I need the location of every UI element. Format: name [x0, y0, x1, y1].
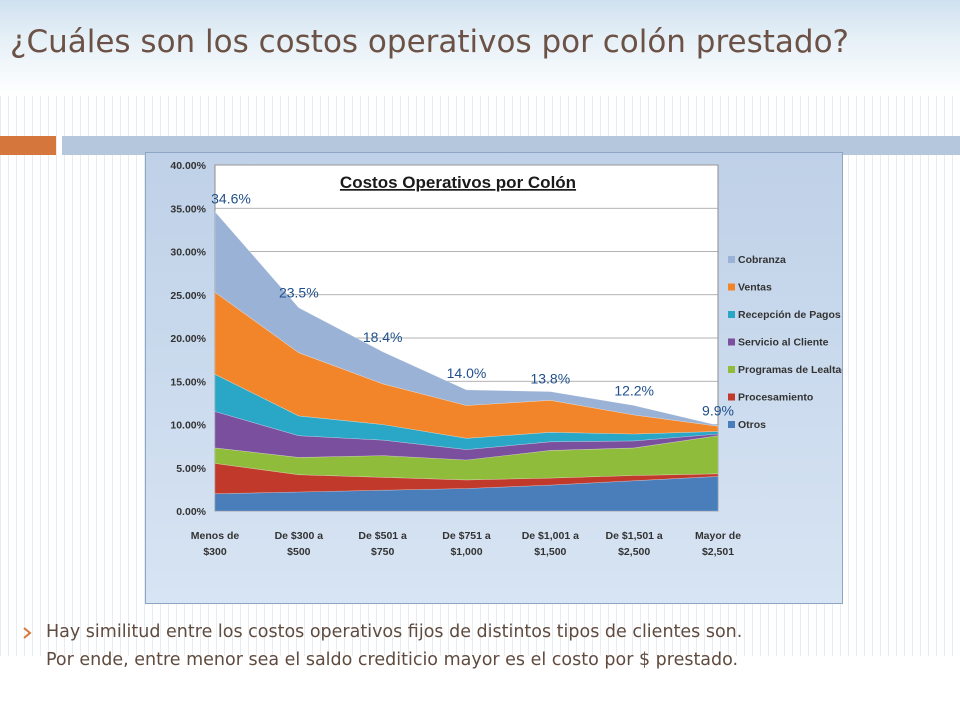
y-axis-tick-labels: 0.00% 5.00% 10.00% 15.00% 20.00% 25.00% 30.00%…: [170, 160, 206, 518]
bullet-point: Hay similitud entre los costos operativo…: [22, 618, 942, 674]
arrow-bullet-icon: [23, 627, 32, 639]
data-labels: 34.6% 23.5% 18.4% 14.0% 13.8% 12.2% 9.9%: [211, 191, 734, 419]
legend-label: Procesamiento: [738, 392, 813, 404]
bullet-line-2: Por ende, entre menor sea el saldo credi…: [46, 650, 739, 670]
y-tick-label: 25.00%: [170, 290, 206, 302]
legend-swatch: [728, 421, 735, 428]
data-label: 9.9%: [702, 402, 734, 418]
accent-bar-blue: [62, 136, 960, 155]
legend-label: Otros: [738, 419, 766, 431]
x-tick-label: De $1,001 a $1,500: [522, 530, 579, 558]
legend-swatch: [728, 338, 735, 346]
legend-label: Ventas: [738, 282, 772, 294]
data-label: 18.4%: [363, 329, 403, 345]
data-label: 14.0%: [447, 365, 487, 381]
x-tick-label: De $1,501 a $2,500: [606, 530, 663, 558]
x-axis-tick-labels: Menos de $300 De $300 a $500 De $501 a $750 De…: [191, 530, 741, 558]
legend-swatch: [728, 256, 735, 263]
x-tick-label: Mayor de $2,501: [695, 530, 741, 558]
area-series: [214, 210, 719, 512]
data-label: 12.2%: [614, 382, 654, 398]
slide-title: ¿Cuáles son los costos operativos por co…: [10, 24, 850, 60]
legend-label: Programas de Lealtad: [738, 364, 842, 376]
legend-swatch: [728, 393, 735, 401]
chart-title: Costos Operativos por Colón: [340, 173, 576, 192]
x-tick-label: De $751 a $1,000: [442, 530, 491, 558]
legend-swatch: [728, 366, 735, 373]
x-tick-label: Menos de $300: [191, 530, 240, 558]
y-tick-label: 30.00%: [170, 247, 206, 259]
bullet-line-1: Hay similitud entre los costos operativo…: [46, 622, 743, 642]
legend-label: Cobranza: [738, 254, 786, 266]
data-label: 34.6%: [211, 191, 251, 207]
legend-label: Recepción de Pagos: [738, 309, 841, 321]
accent-bar-orange: [0, 136, 56, 155]
y-tick-label: 15.00%: [170, 376, 206, 388]
area-programas-de-lealtad: [214, 435, 719, 481]
x-tick-label: De $300 a $500: [275, 530, 324, 558]
y-tick-label: 20.00%: [170, 333, 206, 345]
data-label: 23.5%: [279, 285, 319, 301]
legend-swatch: [728, 283, 735, 291]
chart-svg: 0.00% 5.00% 10.00% 15.00% 20.00% 25.00% 30.00%…: [170, 160, 842, 558]
y-tick-label: 35.00%: [170, 203, 206, 215]
y-tick-label: 5.00%: [176, 463, 206, 475]
y-tick-label: 0.00%: [176, 506, 206, 518]
area-ventas: [214, 291, 719, 439]
title-bar: [0, 0, 960, 96]
y-tick-label: 40.00%: [170, 160, 206, 172]
area-cobranza: [214, 210, 719, 427]
legend-swatch: [728, 311, 735, 318]
y-tick-label: 10.00%: [170, 420, 206, 432]
x-tick-label: De $501 a $750: [358, 530, 407, 558]
legend: Cobranza Ventas Recepción de Pagos Servicio…: [728, 254, 842, 431]
chart-frame: 0.00% 5.00% 10.00% 15.00% 20.00% 25.00% 30.00%…: [145, 152, 843, 604]
legend-label: Servicio al Cliente: [738, 337, 829, 349]
area-recepci-n-de-pagos: [214, 373, 719, 450]
data-label: 13.8%: [530, 371, 570, 387]
